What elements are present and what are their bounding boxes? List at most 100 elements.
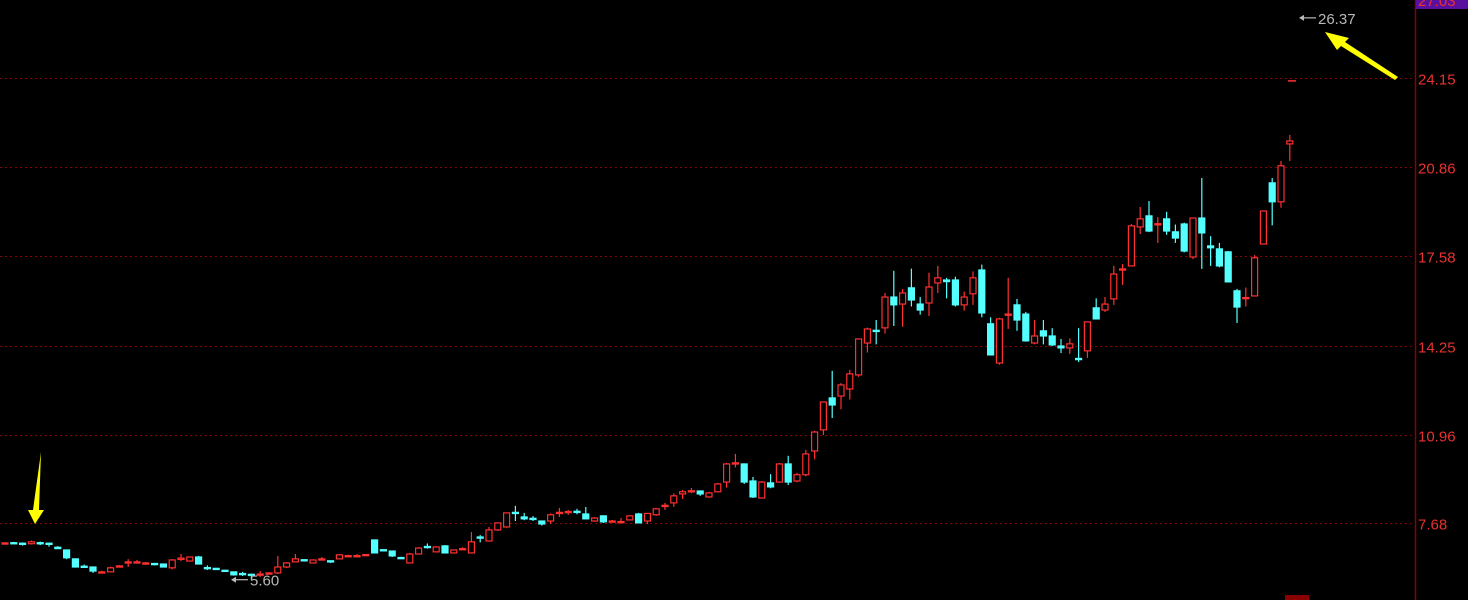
candle-down [239,571,247,576]
candle-body [1242,296,1250,300]
candle-up [168,559,176,570]
candle-down [599,515,608,523]
candle-up [1242,287,1250,307]
candle-up [1083,321,1092,358]
candle-body [995,318,1004,364]
candle-body [652,508,660,516]
candle-down [1233,288,1241,323]
candle-body [511,511,520,515]
candle-body [784,463,792,483]
candle-body [335,554,343,560]
candle-body [195,556,203,565]
candle-up [854,338,863,377]
candle-down [300,559,308,562]
candle-body [62,549,71,559]
candle-up [775,462,784,483]
candle-body [687,490,696,493]
max-price-label: 26.37 [1318,11,1356,28]
candle-body [1013,304,1021,321]
candle-body [828,397,836,406]
candle-down [441,545,449,554]
candle-down [230,571,238,576]
candle-down [371,539,379,554]
candle-up [678,489,687,500]
candle-body [1110,273,1118,300]
candle-down [1039,320,1048,345]
y-tick-label: 7.68 [1418,517,1447,534]
candle-down [36,541,44,546]
candle-down [247,573,255,580]
candle-up [608,519,616,523]
candle-up [1118,264,1127,285]
candle-body [1057,345,1065,349]
candle-up [590,516,599,522]
candle-down [71,558,80,568]
candle-down [907,268,916,307]
candle-down [582,506,590,520]
candle-body [283,562,291,568]
candle-body [309,559,317,564]
candle-up [722,462,731,488]
candle-body [124,561,132,564]
candle-body [300,559,308,562]
candle-up [705,491,713,498]
min-arrowhead-icon [231,576,236,583]
candle-down [1074,328,1083,362]
candle-down [538,520,546,526]
candle-body [758,481,766,499]
candle-body [1048,335,1056,346]
candle-body [978,269,986,314]
candle-body [239,572,247,576]
candle-down [195,555,203,565]
candle-body [1224,251,1232,283]
candle-body [608,520,616,523]
candle-down [1180,222,1188,253]
candle-down [573,508,581,515]
candles [1,134,1294,580]
candle-body [142,562,150,565]
candle-body [634,513,643,524]
candle-body [582,513,590,520]
candle-body [274,566,282,574]
candle-body [388,550,396,557]
candle-up [758,480,766,499]
candle-body [503,512,511,528]
candle-body [1277,165,1285,203]
candle-body [617,520,625,524]
candle-body [1101,303,1109,311]
candle-up [564,509,572,515]
candle-body [538,520,546,525]
candle-down [203,565,211,570]
candle-down [916,297,924,315]
candle-body [1092,307,1100,320]
candle-body [546,514,555,522]
candle-up [124,559,132,567]
candle-up [626,515,634,521]
candle-up [1189,217,1197,260]
candle-up [643,512,652,524]
candle-body [678,491,687,495]
candle-down [212,567,220,571]
candle-up [881,292,889,334]
candle-down [1224,251,1232,283]
candle-body [1171,231,1180,239]
candle-body [344,555,352,558]
candle-up [1066,338,1074,354]
candle-up [960,291,968,311]
candle-up [256,571,264,578]
candle-body [353,555,361,558]
max-arrowhead-icon [1299,14,1304,21]
candle-down [221,569,229,573]
candle-body [441,545,449,554]
candle-up [450,549,458,554]
candle-body [476,536,484,539]
candle-body [221,569,229,573]
candle-body [1030,335,1039,344]
candle-body [951,279,960,306]
candle-up [810,430,819,460]
candle-body [705,492,713,498]
candle-body [106,567,115,573]
candle-up [503,512,511,528]
candle-body [793,474,801,482]
